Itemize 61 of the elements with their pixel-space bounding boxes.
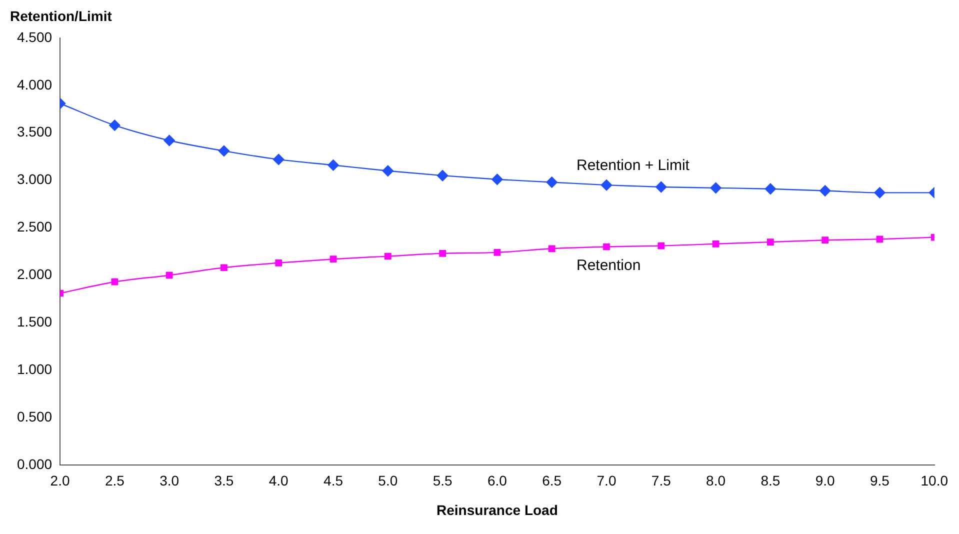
- x-tick-label: 8.0: [706, 472, 726, 488]
- point: [494, 249, 501, 256]
- point: [656, 181, 667, 193]
- y-tick-label: 3.500: [16, 124, 52, 140]
- series-label: Retention: [576, 256, 641, 274]
- point: [439, 250, 446, 257]
- point: [819, 185, 831, 196]
- y-tick-label: 4.000: [16, 76, 52, 92]
- x-tick-label: 2.5: [104, 472, 125, 488]
- x-axis-title: Reinsurance Load: [436, 502, 558, 518]
- point: [273, 154, 284, 166]
- x-tick-label: 4.5: [324, 472, 344, 488]
- point: [111, 278, 118, 286]
- point: [109, 120, 120, 131]
- series-label: Retention + Limit: [576, 157, 690, 174]
- x-tick-label: 3.5: [214, 472, 234, 488]
- y-tick-label: 1.000: [16, 360, 52, 377]
- point: [767, 238, 774, 246]
- point: [876, 236, 884, 243]
- point: [164, 134, 175, 146]
- x-tick-label: 4.0: [268, 472, 289, 488]
- point: [546, 176, 558, 188]
- x-tick-label: 10.0: [920, 472, 948, 488]
- point: [710, 182, 722, 194]
- x-tick-label: 3.0: [160, 472, 180, 488]
- point: [764, 183, 776, 194]
- y-tick-label: 2.500: [16, 218, 52, 235]
- point: [330, 256, 337, 263]
- point: [382, 165, 394, 176]
- x-tick-label: 8.5: [760, 472, 780, 488]
- x-tick-label: 5.5: [432, 472, 452, 488]
- y-tick-label: 3.000: [16, 171, 52, 188]
- x-tick-label: 5.0: [378, 472, 398, 488]
- x-tick-label: 9.5: [870, 472, 890, 488]
- point: [328, 160, 339, 171]
- point: [492, 174, 503, 185]
- y-tick-label: 0.500: [16, 408, 52, 424]
- y-tick-label: 2.000: [16, 266, 52, 282]
- y-tick-label: 1.500: [16, 314, 52, 330]
- point: [874, 187, 886, 198]
- x-tick-label: 7.5: [651, 472, 672, 488]
- point: [436, 170, 448, 182]
- point: [658, 242, 665, 250]
- y-tick-label: 4.500: [16, 28, 52, 45]
- x-tick-label: 9.0: [815, 472, 836, 488]
- x-tick-label: 6.5: [542, 472, 562, 488]
- x-tick-label: 6.0: [487, 472, 508, 488]
- y-tick-label: 0.000: [16, 456, 52, 472]
- point: [548, 245, 556, 252]
- point: [384, 252, 392, 260]
- point: [712, 240, 720, 248]
- point: [218, 145, 230, 157]
- point: [220, 264, 228, 272]
- point: [600, 179, 612, 191]
- point: [166, 272, 173, 279]
- x-tick-label: 2.0: [50, 472, 70, 488]
- point: [822, 236, 829, 244]
- y-axis-title: Retention/Limit: [10, 8, 112, 24]
- point: [603, 243, 610, 250]
- x-tick-label: 7.0: [596, 472, 616, 488]
- point: [275, 259, 282, 266]
